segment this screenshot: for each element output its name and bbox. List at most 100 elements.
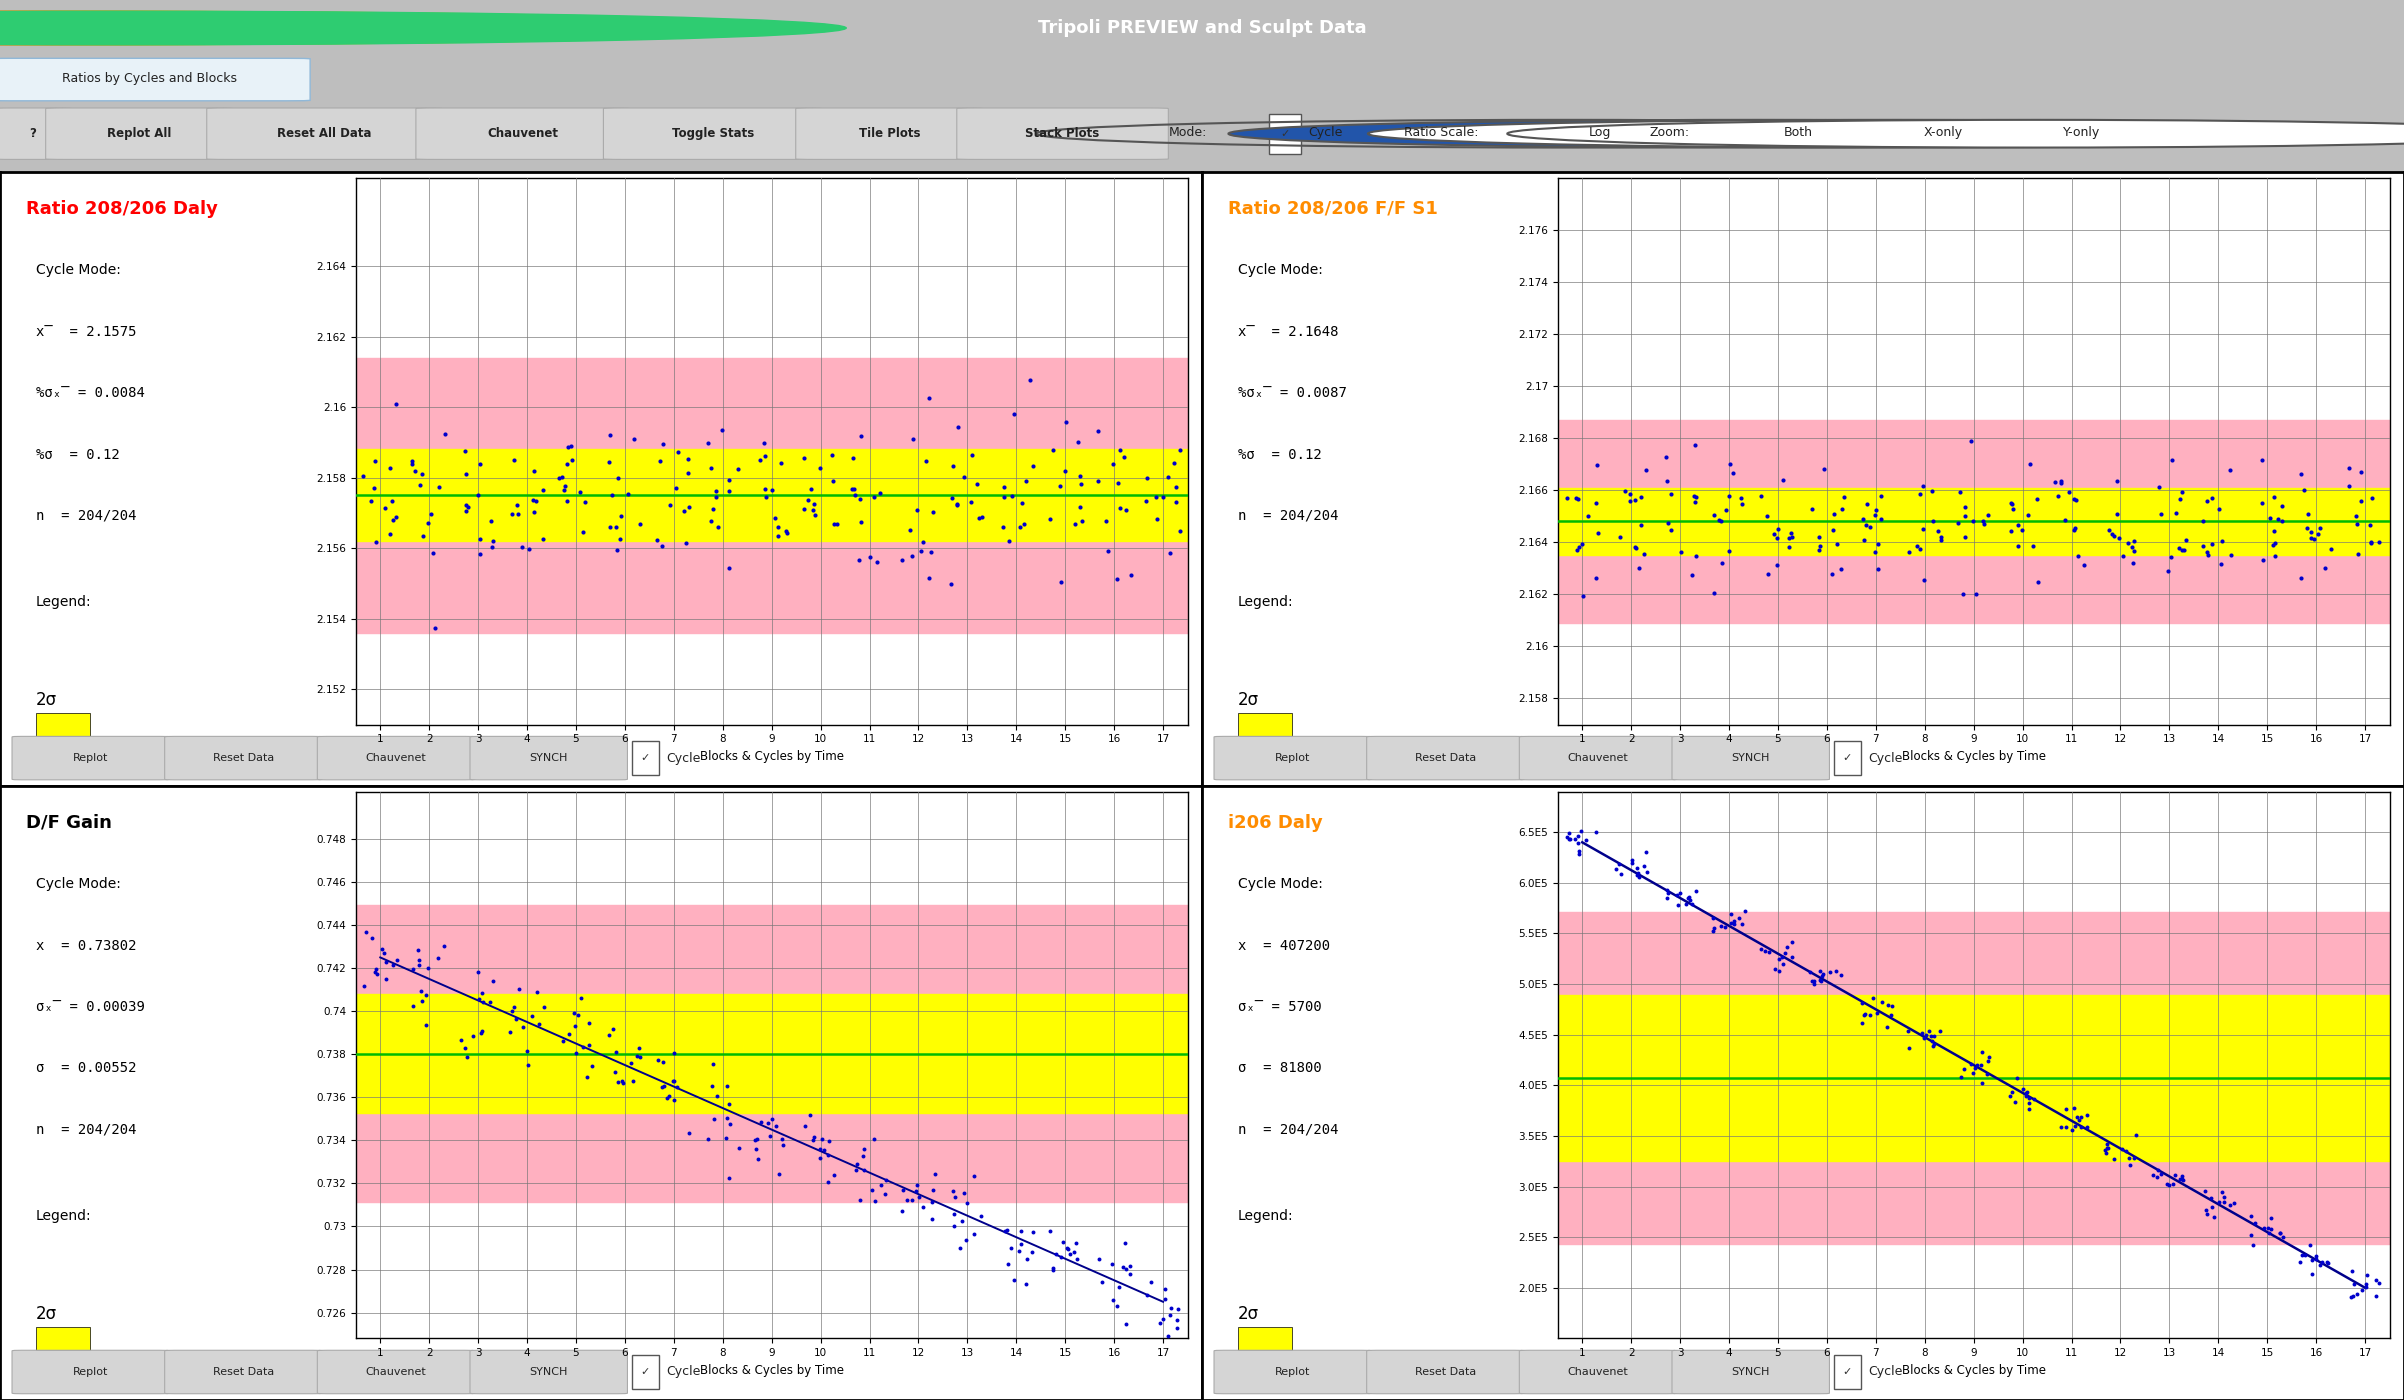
Point (498, 1008, 536, 1030)
Point (914, 1179, 952, 1201)
Point (1772, 931, 1810, 953)
Point (1103, 445, 1142, 468)
Point (356, 531, 394, 553)
Point (2188, 1198, 2226, 1221)
Point (1101, 1275, 1139, 1298)
Point (2243, 449, 2281, 472)
Point (2010, 504, 2048, 526)
Point (986, 1219, 1024, 1242)
Point (2289, 517, 2327, 539)
Point (1714, 462, 1753, 484)
Point (365, 942, 404, 965)
Point (2087, 1133, 2125, 1155)
Point (914, 1191, 952, 1214)
Point (1002, 1219, 1041, 1242)
Point (426, 935, 464, 958)
Point (738, 1127, 776, 1149)
Text: Cycle Mode:: Cycle Mode: (1238, 263, 1322, 277)
Point (1577, 820, 1615, 843)
Point (2262, 510, 2301, 532)
Point (373, 490, 411, 512)
Point (1099, 1295, 1137, 1317)
Point (700, 517, 738, 539)
Point (1137, 486, 1176, 508)
Point (510, 538, 548, 560)
Point (1760, 959, 1798, 981)
Point (2298, 1247, 2337, 1270)
Point (2253, 1218, 2291, 1240)
Point (1962, 1072, 2000, 1095)
Point (596, 1061, 635, 1084)
Point (2339, 543, 2378, 566)
Point (2048, 482, 2087, 504)
Point (1856, 504, 1894, 526)
Point (613, 1070, 651, 1092)
Point (1156, 476, 1195, 498)
Point (2262, 1222, 2301, 1245)
Point (904, 531, 942, 553)
Point (1101, 497, 1139, 519)
Point (2296, 1245, 2334, 1267)
Point (2041, 472, 2079, 494)
Point (2250, 1217, 2289, 1239)
Point (447, 500, 486, 522)
Point (2007, 1082, 2046, 1105)
Point (2161, 536, 2200, 559)
Point (2341, 1278, 2380, 1301)
Point (1676, 486, 1714, 508)
Point (709, 480, 748, 503)
Point (2301, 1254, 2339, 1277)
Point (1560, 840, 1599, 862)
Point (514, 489, 553, 511)
Point (935, 1215, 974, 1238)
Circle shape (1228, 120, 2286, 147)
Point (1002, 1233, 1041, 1256)
Point (769, 522, 808, 545)
Point (447, 462, 486, 484)
Point (1060, 496, 1099, 518)
Point (1748, 504, 1786, 526)
Point (418, 946, 457, 969)
Point (413, 542, 452, 564)
Point (882, 549, 921, 571)
Point (935, 1186, 974, 1208)
Point (2087, 1137, 2125, 1159)
Point (1707, 916, 1745, 938)
Point (2010, 1098, 2048, 1120)
Point (1063, 510, 1101, 532)
Point (1801, 960, 1839, 983)
Point (1144, 486, 1183, 508)
Point (370, 456, 409, 479)
Point (743, 1112, 781, 1134)
Point (654, 1042, 692, 1064)
Point (745, 431, 784, 454)
Point (1000, 515, 1039, 538)
Point (1966, 1063, 2005, 1085)
Point (1060, 465, 1099, 487)
Point (719, 1137, 757, 1159)
Point (2204, 1190, 2243, 1212)
Point (2017, 489, 2055, 511)
Point (392, 449, 430, 472)
Point (837, 1158, 875, 1180)
Point (1618, 857, 1656, 879)
Point (1890, 542, 1928, 564)
Point (462, 528, 500, 550)
Point (1082, 1271, 1120, 1294)
Point (2183, 510, 2221, 532)
Point (495, 995, 534, 1018)
Point (2265, 1225, 2303, 1247)
Point (1796, 973, 1834, 995)
Point (418, 476, 457, 498)
Point (868, 1169, 906, 1191)
Point (2161, 489, 2200, 511)
Point (844, 1145, 882, 1168)
Point (462, 1022, 500, 1044)
Point (505, 1016, 543, 1039)
Point (639, 1049, 678, 1071)
Text: σₓ̅ = 5700: σₓ̅ = 5700 (1238, 1000, 1322, 1014)
Point (938, 416, 976, 438)
Point (462, 1019, 500, 1042)
Point (2053, 1119, 2091, 1141)
Point (399, 948, 438, 970)
